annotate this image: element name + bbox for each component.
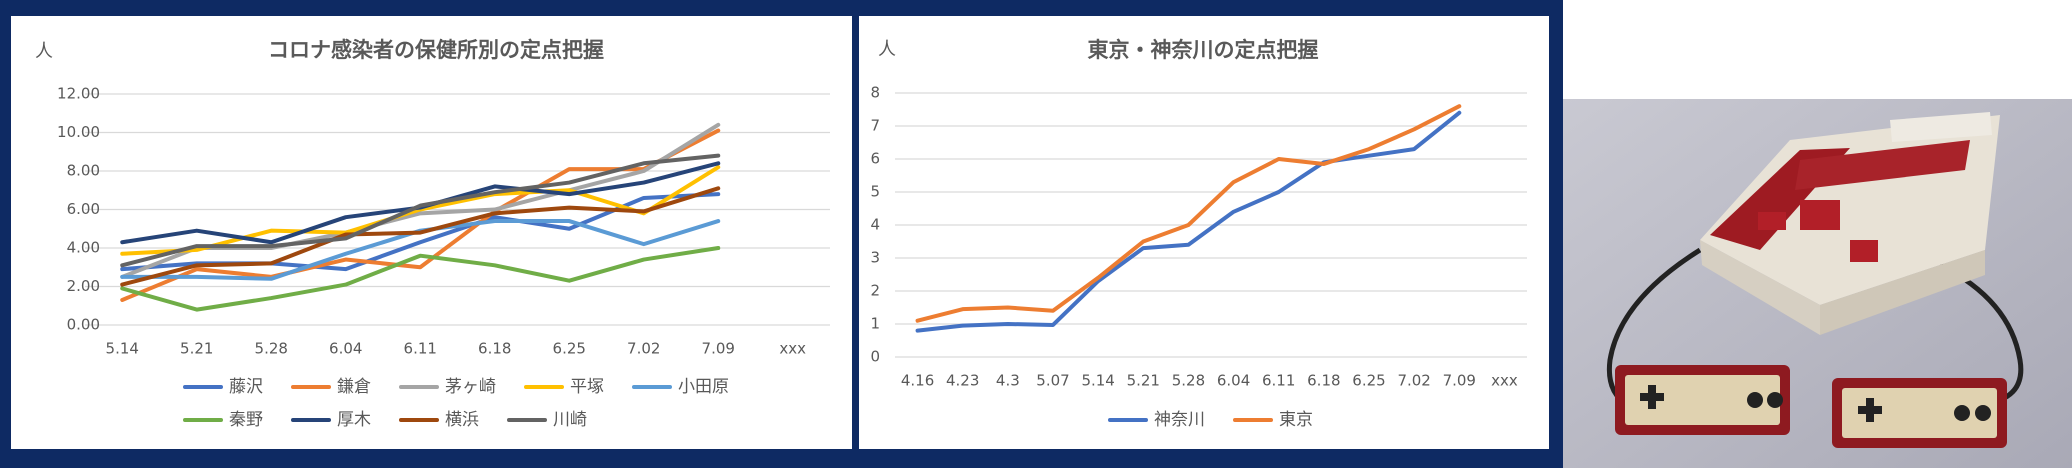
chart-panel: [11, 16, 852, 449]
legend-label: 藤沢: [229, 377, 263, 397]
x-tick-label: 5.14: [106, 340, 139, 358]
x-tick-label: 6.25: [1352, 372, 1385, 390]
y-tick-label: 6: [870, 150, 880, 168]
y-tick-label: 0.00: [67, 316, 100, 334]
legend-label: 神奈川: [1154, 410, 1205, 430]
x-tick-label: 5.28: [1172, 372, 1205, 390]
chart-title: コロナ感染者の保健所別の定点把握: [268, 38, 604, 62]
y-tick-label: 0: [870, 348, 880, 366]
legend-label: 東京: [1279, 410, 1313, 430]
x-tick-label: 5.21: [1127, 372, 1160, 390]
photo: [1563, 0, 2072, 468]
y-tick-label: 3: [870, 249, 880, 267]
x-tick-label: 4.3: [996, 372, 1020, 390]
legend-label: 平塚: [570, 377, 604, 397]
x-tick-label: 6.04: [329, 340, 362, 358]
y-axis-unit: 人: [35, 41, 53, 62]
y-tick-label: 4: [870, 216, 880, 234]
series-line: [915, 110, 1462, 333]
legend-label: 茅ヶ崎: [445, 377, 496, 397]
x-tick-label: 5.28: [255, 340, 288, 358]
legend-label: 小田原: [678, 377, 729, 397]
legend-label: 秦野: [229, 410, 263, 430]
y-axis-unit: 人: [878, 39, 896, 60]
series-line: [120, 246, 721, 312]
x-tick-label: 6.18: [1307, 372, 1340, 390]
y-tick-label: 12.00: [57, 85, 100, 103]
y-tick-label: 6.00: [67, 200, 100, 218]
y-tick-label: 5: [870, 183, 880, 201]
x-tick-label: xxx: [779, 340, 806, 358]
x-tick-label: 5.21: [180, 340, 213, 358]
x-tick-label: 6.25: [553, 340, 586, 358]
legend-label: 川崎: [553, 410, 587, 430]
y-tick-label: 8.00: [67, 162, 100, 180]
y-tick-label: 2: [870, 282, 880, 300]
x-tick-label: 4.16: [901, 372, 934, 390]
series-line: [120, 153, 721, 268]
legend-label: 厚木: [337, 410, 371, 430]
x-tick-label: 5.07: [1036, 372, 1069, 390]
x-tick-label: 7.09: [702, 340, 735, 358]
y-tick-label: 8: [870, 84, 880, 102]
legend-label: 鎌倉: [337, 377, 371, 397]
x-tick-label: 6.11: [1262, 372, 1295, 390]
x-tick-label: 6.04: [1217, 372, 1250, 390]
y-tick-label: 4.00: [67, 239, 100, 257]
y-tick-label: 10.00: [57, 123, 100, 141]
x-tick-label: 7.02: [1397, 372, 1430, 390]
y-tick-label: 7: [870, 117, 880, 135]
x-tick-label: 5.14: [1081, 372, 1114, 390]
x-tick-label: 6.11: [404, 340, 437, 358]
x-tick-label: 4.23: [946, 372, 979, 390]
y-tick-label: 2.00: [67, 277, 100, 295]
x-tick-label: 7.09: [1443, 372, 1476, 390]
y-tick-label: 1: [870, 315, 880, 333]
x-tick-label: 6.18: [478, 340, 511, 358]
chart-title: 東京・神奈川の定点把握: [1088, 38, 1319, 62]
legend-label: 横浜: [445, 410, 479, 430]
x-tick-label: 7.02: [627, 340, 660, 358]
series-line: [915, 104, 1462, 323]
x-tick-label: xxx: [1491, 372, 1518, 390]
series-line: [120, 186, 721, 287]
